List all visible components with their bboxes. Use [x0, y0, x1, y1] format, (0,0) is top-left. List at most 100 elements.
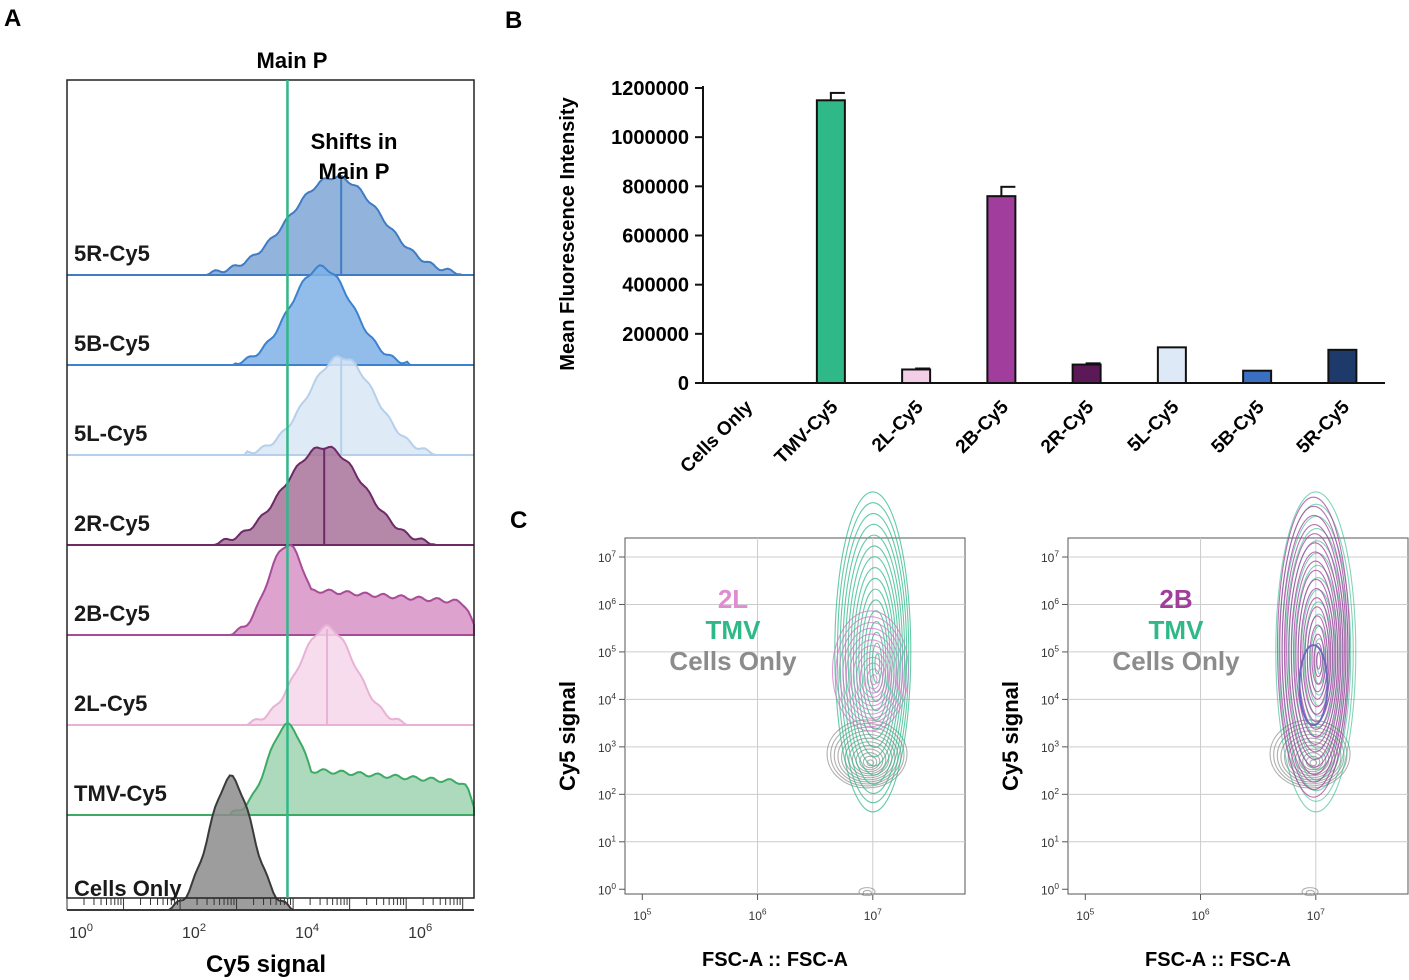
contour-line [1299, 587, 1334, 723]
contour-line [1304, 606, 1330, 708]
contour-line [860, 599, 891, 721]
track-label: 2R-Cy5 [74, 511, 150, 536]
legend-entry: 2B [1159, 584, 1192, 614]
y-tick-label: 102 [598, 786, 616, 802]
histogram-track: 2R-Cy5 [67, 445, 474, 546]
histogram-stack: 5R-Cy5 5B-Cy5 5L-Cy5 2R-Cy5 2B-Cy5 2L-Cy5 TMV-… [67, 174, 475, 911]
category-label: 5B-Cy5 [1208, 396, 1269, 457]
y-tick-label: 800000 [622, 176, 689, 198]
panel-a-title: Main P [257, 48, 328, 73]
histogram-curve [67, 445, 474, 546]
panel-a-xlabel: Cy5 signal [206, 951, 326, 978]
category-label: 5R-Cy5 [1293, 396, 1354, 457]
contour-line [1298, 748, 1327, 773]
contour-line [1301, 887, 1319, 897]
plot-frame [624, 537, 966, 895]
x-tick-label: 106 [408, 922, 432, 942]
contour-line [863, 610, 889, 712]
y-tick-label: 100 [1041, 881, 1059, 897]
y-tick-label: 104 [1041, 691, 1059, 707]
track-label: 2B-Cy5 [74, 601, 150, 626]
contour-line [866, 620, 887, 703]
contour-line [1281, 514, 1347, 783]
contour-line [1276, 496, 1351, 798]
x-tick-label: 107 [864, 907, 882, 923]
x-tick-label: 104 [295, 922, 319, 942]
x-tick-label: 105 [1076, 907, 1094, 923]
histogram-curve [67, 624, 474, 726]
contour-xlabel: FSC-A :: FSC-A [1145, 949, 1291, 971]
contour-line [1313, 642, 1323, 678]
contour-line [835, 616, 907, 728]
bar [1071, 363, 1102, 384]
x-tick-label: 106 [749, 907, 767, 923]
contour-line [845, 633, 898, 715]
y-tick-label: 107 [1041, 549, 1059, 565]
contour-line [859, 752, 881, 771]
contour-line [831, 610, 910, 732]
contour-line [842, 523, 906, 785]
legend-entry: TMV [1149, 615, 1205, 645]
contour-line [1309, 759, 1318, 767]
bar [986, 195, 1017, 384]
contour-line [833, 726, 902, 785]
contour-line [852, 645, 892, 707]
y-tick-label: 106 [1041, 596, 1059, 612]
panel-a-x-axis: 100 102 104 106 [66, 898, 464, 942]
x-tick-label: 106 [1192, 907, 1210, 923]
histogram-track: 2B-Cy5 [67, 543, 475, 636]
histogram-track: 2L-Cy5 [67, 624, 474, 726]
histogram-track: 5L-Cy5 [67, 355, 474, 456]
contour-line [856, 650, 889, 703]
track-label: 5R-Cy5 [74, 241, 150, 266]
x-tick-label: 100 [69, 922, 93, 942]
contour-line [830, 723, 905, 787]
y-tick-label: 104 [598, 691, 616, 707]
contour-plots: 105 106 1071001011021031041051061072LTMVCe… [555, 491, 1409, 971]
contour-line [849, 639, 895, 711]
y-tick-label: 400000 [622, 275, 689, 297]
contour-xlabel: FSC-A :: FSC-A [702, 949, 848, 971]
track-label: 5L-Cy5 [74, 421, 147, 446]
bar [901, 368, 932, 384]
histogram-curve [67, 174, 474, 276]
contour-line [863, 662, 884, 694]
bar [1156, 346, 1187, 384]
contour-line [1297, 578, 1335, 730]
histogram-curve [67, 721, 475, 816]
panel-c-letter: C [510, 507, 527, 534]
y-tick-label: 0 [678, 373, 689, 395]
contour-line [838, 621, 904, 724]
y-tick-label: 101 [1041, 833, 1059, 849]
shift-annotation-line1: Shifts in [311, 129, 398, 154]
contour-line [1276, 726, 1345, 785]
contour-line [847, 545, 901, 767]
contour-line [862, 889, 872, 895]
contour-line [874, 653, 881, 675]
contour-line [1295, 569, 1337, 738]
contour-ylabel: Cy5 signal [555, 681, 580, 791]
histogram-track: TMV-Cy5 [67, 721, 475, 816]
legend-entry: Cells Only [669, 646, 797, 676]
y-tick-label: 106 [598, 596, 616, 612]
legend-entry: 2L [718, 584, 748, 614]
contour-line [866, 668, 881, 690]
histogram-curve [67, 774, 474, 911]
contour-ylabel: Cy5 signal [998, 681, 1023, 791]
panel-b-ylabel: Mean Fluorescence Intensity [557, 96, 579, 370]
y-tick-label: 600000 [622, 226, 689, 248]
contour-plot: 105 106 107 100 101 102 103 104 105 106 107 2LTMVCe… [555, 491, 966, 971]
shift-annotation-line2: Main P [319, 159, 390, 184]
contour-line [841, 733, 896, 781]
contour-line [1290, 551, 1340, 753]
x-tick-label: 107 [1307, 907, 1325, 923]
x-tick-label: 105 [633, 907, 651, 923]
category-label: 2R-Cy5 [1037, 396, 1098, 457]
y-tick-label: 105 [598, 644, 616, 660]
panel-a-letter: A [4, 5, 21, 32]
histogram-curve [67, 264, 474, 366]
contour-line [1279, 505, 1349, 791]
histogram-curve [67, 543, 475, 636]
